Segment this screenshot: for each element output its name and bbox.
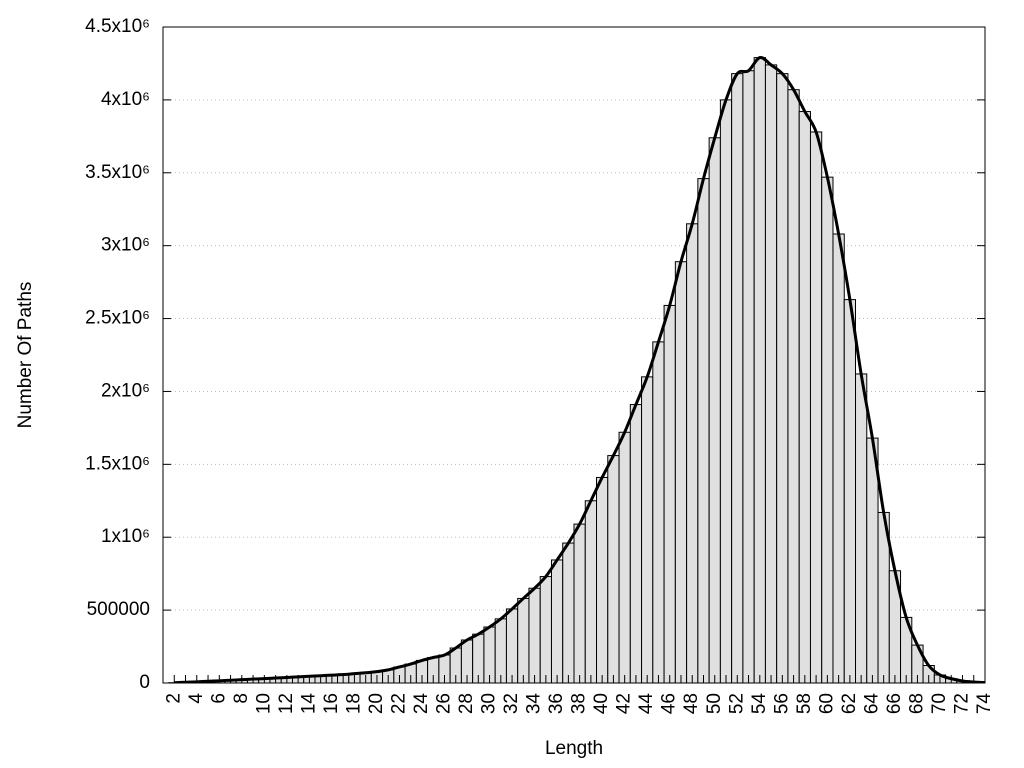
bar <box>528 587 541 683</box>
bar <box>866 437 879 683</box>
bar <box>764 64 778 683</box>
x-tick-label: 42 <box>614 693 635 714</box>
x-tick-label: 66 <box>884 693 905 714</box>
x-tick-label: 4 <box>186 693 207 704</box>
x-tick-label: 54 <box>749 693 770 715</box>
bar <box>708 137 721 683</box>
x-tick-label: 44 <box>636 693 657 715</box>
x-tick-label: 32 <box>501 693 522 714</box>
x-tick-label: 28 <box>456 693 477 714</box>
bar <box>641 376 654 683</box>
bar <box>539 576 552 683</box>
y-tick-label: 2.5x10⁶ <box>85 308 150 329</box>
x-tick-label: 8 <box>231 693 252 704</box>
axes: 0 500000 1x10⁶ 1.5x10⁶ 2x10⁶ 2.5x10⁶ 3x10⁶ 3.5x… <box>85 16 995 714</box>
x-tick-label: 64 <box>861 693 882 715</box>
y-tick-label: 4.5x10⁶ <box>85 16 150 37</box>
bar <box>719 99 733 683</box>
bar <box>607 455 620 683</box>
bar <box>787 89 800 683</box>
x-tick-label: 18 <box>343 693 364 714</box>
y-axis-label: Number Of Paths <box>15 282 36 429</box>
bar <box>629 404 643 683</box>
bar <box>505 608 519 683</box>
x-tick-label: 30 <box>479 693 500 714</box>
y-tick-label: 3.5x10⁶ <box>85 162 150 183</box>
x-tick-label: 10 <box>253 693 274 714</box>
x-tick-label: 46 <box>659 693 680 714</box>
x-tick-label: 22 <box>388 693 409 714</box>
y-tick-label: 4x10⁶ <box>101 89 150 110</box>
bar <box>697 178 710 683</box>
bar <box>855 373 868 683</box>
bar <box>494 618 507 683</box>
x-axis-label: Length <box>545 738 603 759</box>
x-tick-label: 72 <box>951 693 972 714</box>
x-tick-label: 6 <box>208 693 229 704</box>
x-tick-label: 24 <box>411 693 432 715</box>
x-tick-label: 20 <box>366 693 387 714</box>
x-tick-label: 50 <box>704 693 725 714</box>
plot-frame <box>162 26 986 684</box>
bar <box>832 233 845 683</box>
x-tick-label: 60 <box>816 693 837 714</box>
x-tick-label: 34 <box>524 693 545 715</box>
y-tick-label: 500000 <box>87 599 150 620</box>
x-tick-label: 56 <box>771 693 792 714</box>
y-tick-label: 1.5x10⁶ <box>85 453 150 474</box>
y-tick-label: 2x10⁶ <box>101 380 150 401</box>
bar <box>573 523 586 683</box>
bar <box>776 73 789 683</box>
bar <box>483 626 496 683</box>
bar <box>821 176 834 683</box>
bar <box>584 500 598 683</box>
bar <box>798 111 811 683</box>
bar <box>674 261 688 683</box>
x-tick-label: 2 <box>163 693 184 704</box>
bar <box>686 223 699 683</box>
bar <box>517 597 530 683</box>
bar <box>753 57 766 683</box>
bar <box>731 73 744 683</box>
x-tick-label: 58 <box>794 693 815 714</box>
x-tick-label: 26 <box>434 693 455 714</box>
y-tick-label: 1x10⁶ <box>101 526 150 547</box>
x-tick-label: 12 <box>276 693 297 714</box>
x-tick-label: 52 <box>726 693 747 714</box>
x-tick-label: 36 <box>546 693 567 714</box>
x-tick-label: 38 <box>569 693 590 714</box>
bars <box>168 57 985 683</box>
bar <box>742 70 755 683</box>
bar <box>809 131 823 683</box>
bar <box>562 542 575 683</box>
bar <box>596 476 609 683</box>
y-tick-label: 3x10⁶ <box>101 235 150 256</box>
y-tick-label: 0 <box>139 672 150 693</box>
bar <box>663 304 676 683</box>
x-tick-label: 16 <box>321 693 342 714</box>
bar <box>652 341 665 683</box>
x-tick-label: 74 <box>974 693 995 715</box>
x-tick-label: 70 <box>929 693 950 714</box>
x-tick-label: 62 <box>839 693 860 714</box>
bar <box>550 559 564 683</box>
bar <box>618 431 631 683</box>
x-tick-label: 68 <box>906 693 927 714</box>
x-tick-label: 48 <box>681 693 702 714</box>
x-tick-label: 40 <box>591 693 612 714</box>
bar <box>843 299 857 683</box>
x-tick-label: 14 <box>298 693 319 715</box>
